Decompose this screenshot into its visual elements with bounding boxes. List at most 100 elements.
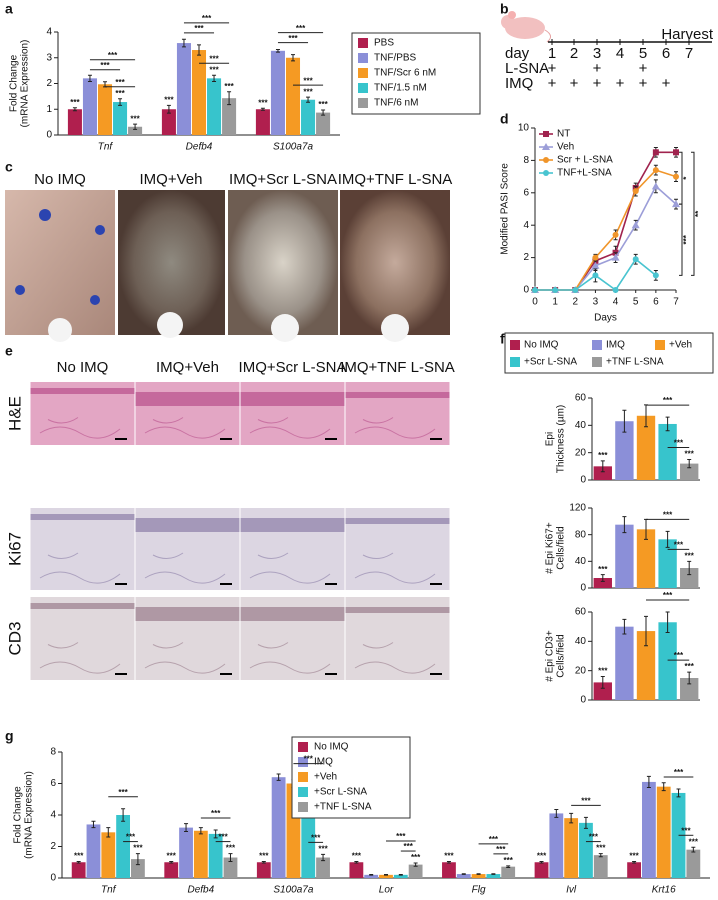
bar: [658, 423, 677, 480]
legend-swatch: [298, 772, 308, 782]
bar: [442, 862, 456, 878]
mouse-body: [505, 17, 545, 39]
y-tick-label: 120: [569, 503, 586, 514]
significance-star: ***: [164, 95, 174, 104]
bar: [593, 466, 612, 480]
bar: [86, 824, 101, 878]
y-tick-label: 60: [575, 607, 587, 618]
day-number: 3: [593, 45, 601, 62]
y-tick-label: 80: [575, 529, 587, 540]
photo-label: IMQ+Veh: [140, 171, 203, 188]
y-tick-label: 0: [46, 130, 52, 141]
legend-label: IMQ: [314, 757, 333, 768]
epidermis: [240, 392, 345, 406]
error-bar: [413, 862, 418, 867]
dermis-texture: [39, 642, 121, 674]
x-tick-label: 7: [673, 297, 679, 308]
legend-swatch: [298, 787, 308, 797]
marker: [611, 253, 620, 261]
bar: [636, 631, 656, 700]
bracket-label: ***: [396, 832, 406, 841]
ear-tag: [271, 314, 299, 342]
bar: [564, 818, 579, 878]
error-bar: [369, 874, 374, 876]
marker: [632, 256, 639, 263]
y-axis-label: Epi: [545, 432, 556, 446]
significance-star: ***: [259, 852, 269, 861]
y-tick-label: 0: [580, 475, 586, 486]
category-label: S100a7a: [273, 885, 313, 896]
treatment-label: IMQ: [505, 75, 533, 92]
bar: [131, 859, 145, 878]
bracket-label: ***: [681, 826, 691, 835]
bar: [222, 98, 237, 135]
error-bar: [169, 860, 174, 864]
y-tick-label: 0: [580, 583, 586, 594]
error-bar: [184, 823, 189, 833]
legend-label: TNF/Scr 6 nM: [374, 68, 436, 79]
error-bar: [135, 853, 140, 866]
error-bar: [600, 676, 605, 689]
bar: [615, 626, 634, 700]
bar: [207, 78, 222, 135]
significance-star: ***: [411, 853, 421, 862]
legend-label: No IMQ: [314, 742, 349, 753]
bar: [579, 822, 593, 878]
bar: [164, 862, 179, 878]
error-bar: [197, 44, 201, 56]
significance-star: ***: [598, 451, 608, 460]
y-tick-label: 6: [523, 187, 529, 198]
error-bar: [600, 460, 605, 473]
marker: [631, 221, 640, 229]
significance-bracket: [691, 151, 695, 276]
marker: [612, 231, 619, 238]
bar: [193, 830, 208, 878]
bar: [486, 874, 501, 878]
error-bar: [600, 574, 605, 582]
significance-star: ***: [133, 844, 143, 853]
y-axis-label: (mRNA Expression): [24, 771, 35, 859]
legend-swatch: [358, 98, 368, 108]
row-label: H&E: [5, 396, 24, 431]
dermis-texture: [39, 417, 121, 439]
bar: [471, 874, 486, 878]
marker: [591, 261, 600, 269]
legend-label: PBS: [374, 38, 394, 49]
error-bar: [260, 107, 265, 111]
bar: [128, 126, 143, 135]
legend-label: +Scr L-SNA: [524, 357, 577, 368]
error-bar: [354, 860, 359, 864]
y-tick-label: 4: [50, 810, 56, 821]
error-bar: [72, 107, 77, 112]
y-tick-label: 60: [575, 393, 587, 404]
error-bar: [118, 98, 123, 106]
category-label: Ivl: [566, 885, 577, 896]
bracket-label: ***: [288, 34, 298, 43]
bar: [256, 862, 271, 878]
marker: [632, 188, 639, 195]
photo-panel: [5, 190, 450, 342]
marker: [543, 131, 549, 137]
error-bar: [227, 91, 232, 106]
dermis-texture: [354, 552, 436, 584]
x-tick-label: 6: [653, 297, 659, 308]
significance-star: ***: [318, 844, 328, 853]
marker: [673, 173, 679, 180]
marker: [673, 149, 679, 156]
skin-photo: [5, 190, 115, 335]
legend-label: TNF/6 nM: [374, 98, 418, 109]
epidermis: [30, 388, 135, 394]
y-axis-label: (mRNA Expression): [20, 40, 31, 128]
day-number: 5: [639, 45, 647, 62]
legend-swatch: [298, 802, 308, 812]
significance-star: ***: [352, 852, 362, 861]
treatment-mark: +: [548, 75, 557, 92]
legend-swatch: [510, 340, 520, 350]
bar: [680, 678, 699, 700]
photo-label: IMQ+TNF L-SNA: [338, 171, 453, 188]
bracket-label: ***: [126, 833, 136, 842]
legend-box: [504, 332, 714, 374]
error-bar: [133, 123, 138, 130]
error-bar: [665, 530, 670, 548]
